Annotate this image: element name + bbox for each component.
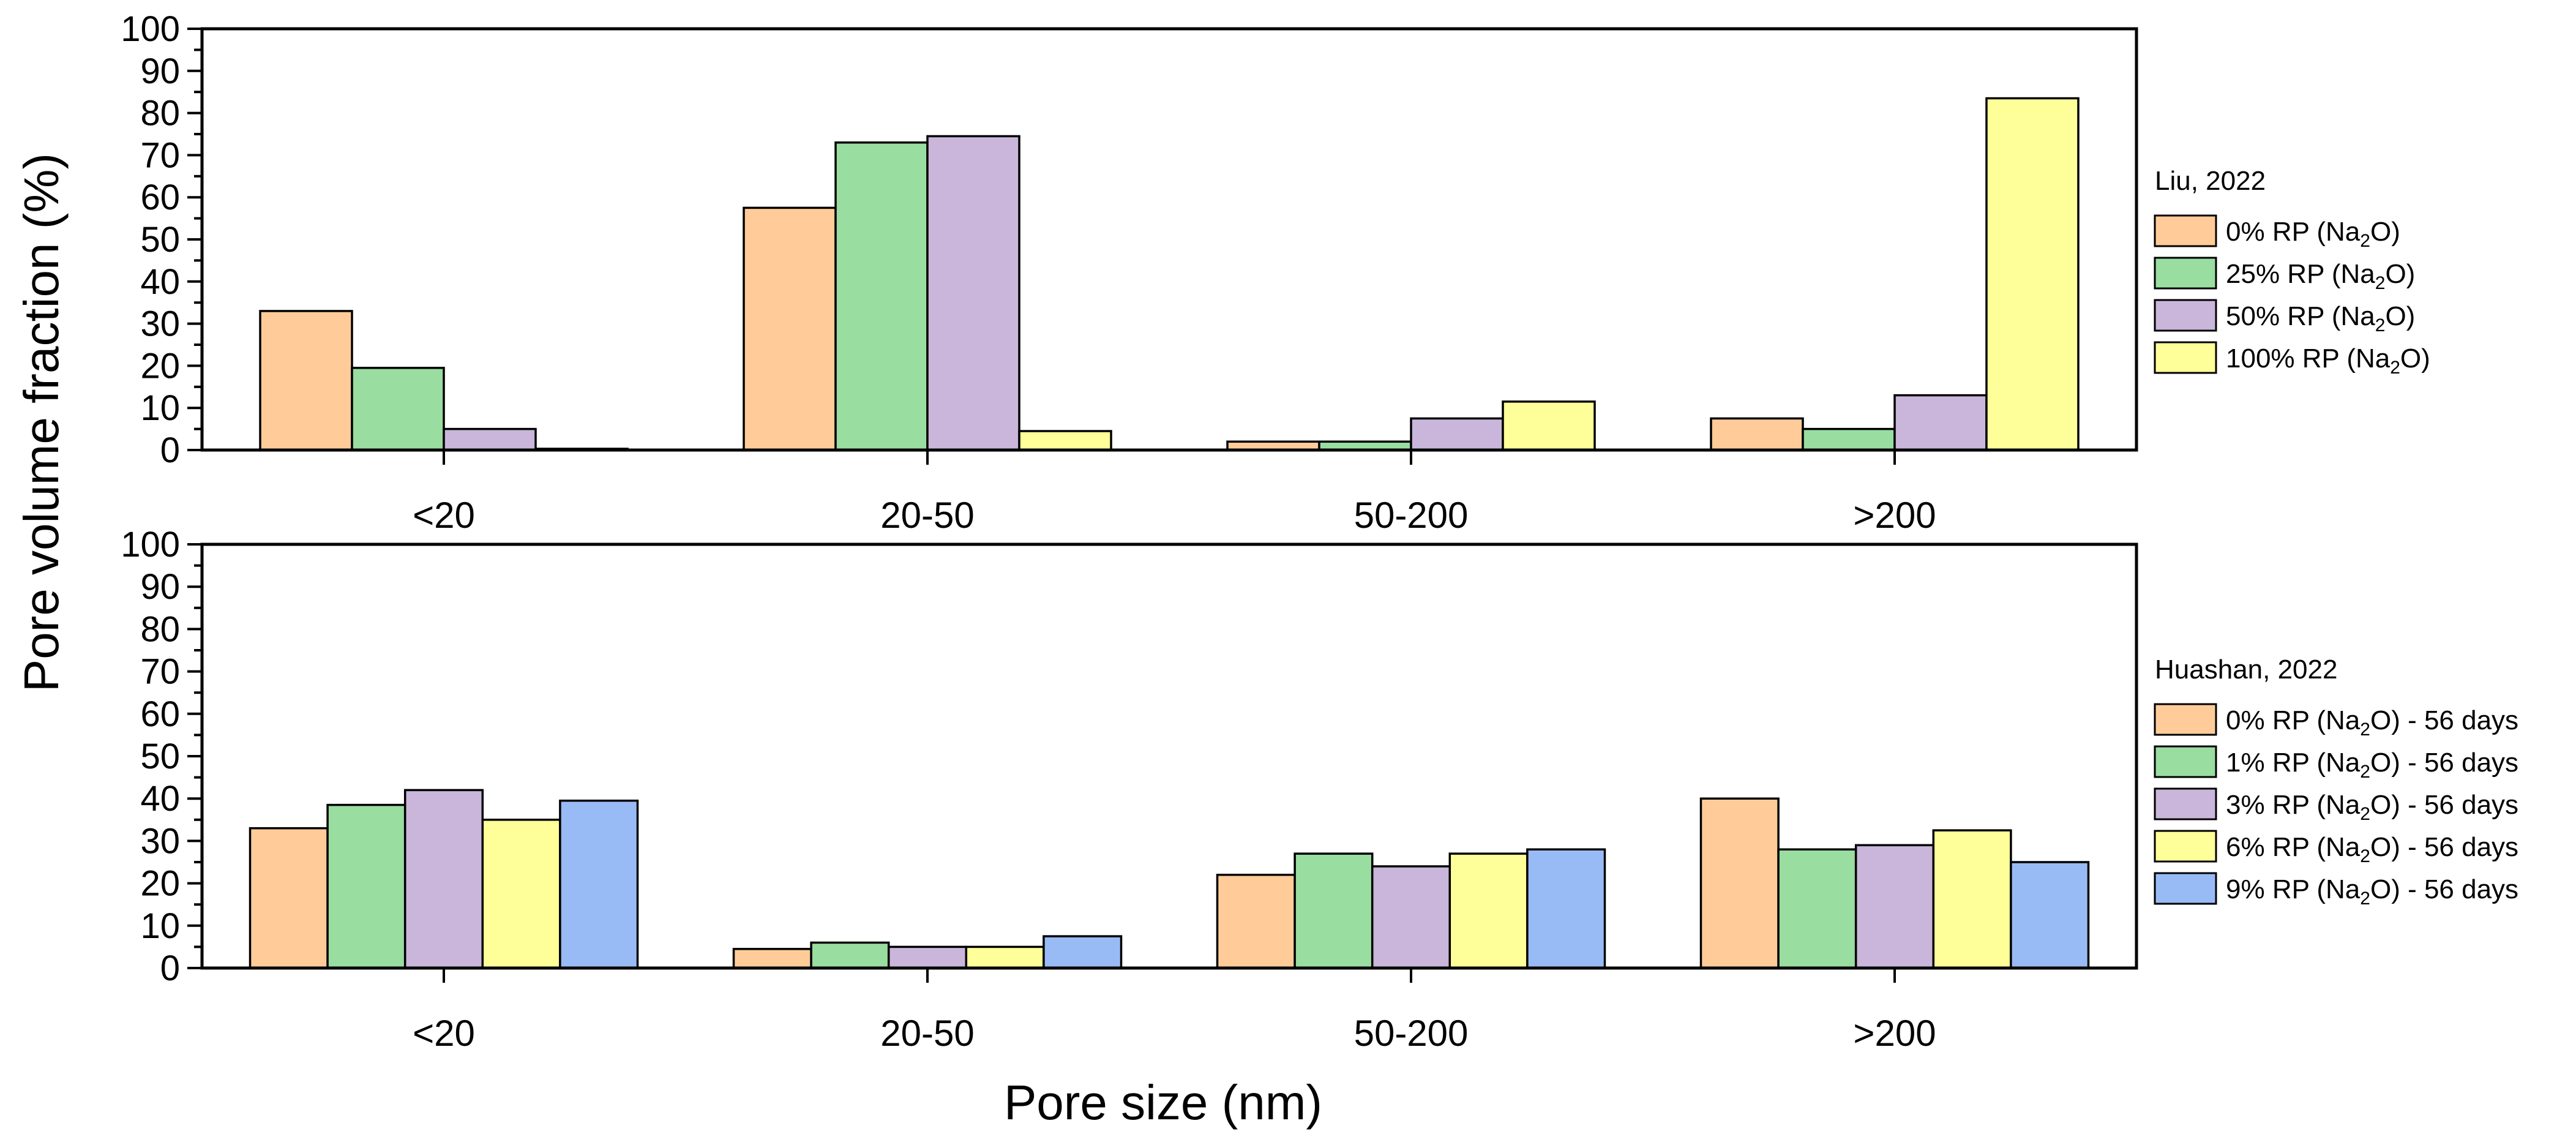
y-axis-title: Pore volume fraction (%): [14, 153, 69, 692]
legend: Liu, 2022 0% RP (Na2O) 25% RP (Na2O) 50% RP…: [2154, 166, 2430, 378]
bar: [1985, 97, 2080, 451]
bar: [887, 945, 968, 969]
y-tick-label: 80: [140, 94, 180, 133]
bar: [1043, 935, 1123, 969]
bar: [1448, 852, 1529, 969]
y-tick-label: 0: [160, 430, 180, 470]
bar: [1710, 417, 1804, 451]
y-tick-label: 90: [140, 567, 180, 607]
y-tick-label: 60: [140, 694, 180, 734]
legend-label: 0% RP (Na2O): [2226, 217, 2400, 251]
bar: [1410, 417, 1504, 451]
legend-label: 0% RP (Na2O) - 56 days: [2226, 705, 2518, 740]
legend-label: 9% RP (Na2O) - 56 days: [2226, 874, 2518, 909]
bar: [810, 941, 890, 969]
bar: [1502, 400, 1596, 451]
y-tick-label: 20: [140, 864, 180, 904]
legend-swatch: [2154, 299, 2217, 332]
legend-swatch: [2154, 830, 2217, 863]
x-category-label: >200: [1853, 495, 1936, 536]
plot-frame: [200, 27, 2138, 452]
y-tick-label: 70: [140, 652, 180, 692]
bar: [743, 206, 837, 451]
bar: [2010, 861, 2090, 969]
bar: [351, 367, 445, 451]
y-tick-label: 90: [140, 51, 180, 91]
y-tick-label: 40: [140, 262, 180, 302]
legend-label: 1% RP (Na2O) - 56 days: [2226, 748, 2518, 782]
legend-label: 6% RP (Na2O) - 56 days: [2226, 832, 2518, 866]
bar: [1893, 394, 1988, 451]
y-tick-label: 50: [140, 220, 180, 260]
bar: [1854, 844, 1935, 969]
legend-swatch: [2154, 257, 2217, 290]
x-category-label: 50-200: [1354, 1013, 1469, 1054]
legend-label: 25% RP (Na2O): [2226, 259, 2415, 293]
x-category-label: <20: [413, 1013, 475, 1054]
legend-swatch: [2154, 214, 2217, 247]
bar: [926, 135, 1020, 451]
y-tick-label: 0: [160, 948, 180, 988]
bar: [259, 310, 353, 451]
y-tick-label: 100: [121, 9, 180, 49]
legend-swatch: [2154, 745, 2217, 778]
legend-label: 100% RP (Na2O): [2226, 344, 2430, 378]
bar: [732, 948, 812, 969]
bar: [1371, 865, 1451, 969]
x-category-label: >200: [1853, 1013, 1936, 1054]
x-category-label: 50-200: [1354, 495, 1469, 536]
legend-swatch: [2154, 872, 2217, 905]
bar: [249, 827, 329, 969]
bar: [1294, 852, 1374, 969]
legend-label: 50% RP (Na2O): [2226, 301, 2415, 336]
bar: [481, 819, 561, 969]
bar: [1932, 829, 2012, 969]
bar: [1802, 427, 1896, 451]
plot-frame: [200, 542, 2138, 970]
bar: [443, 427, 537, 451]
y-tick-label: 80: [140, 609, 180, 649]
y-tick-label: 40: [140, 779, 180, 819]
bar: [1018, 430, 1112, 451]
x-axis-title: Pore size (nm): [1004, 1075, 1322, 1130]
legend-title: Huashan, 2022: [2155, 655, 2337, 685]
bar: [1216, 874, 1296, 969]
bar: [1699, 797, 1780, 969]
y-tick-label: 100: [121, 525, 180, 565]
legend-swatch: [2154, 703, 2217, 736]
bar: [1526, 848, 1606, 969]
legend: Huashan, 2022 0% RP (Na2O) - 56 days 1% RP…: [2154, 655, 2518, 909]
x-category-label: <20: [413, 495, 475, 536]
legend-swatch: [2154, 341, 2217, 374]
bar: [403, 789, 484, 969]
legend-swatch: [2154, 787, 2217, 820]
y-tick-label: 10: [140, 388, 180, 428]
y-tick-label: 70: [140, 135, 180, 175]
legend-title: Liu, 2022: [2155, 166, 2266, 196]
y-tick-label: 30: [140, 304, 180, 344]
bar: [559, 799, 639, 969]
bar: [834, 141, 929, 451]
bar: [1777, 848, 1857, 969]
x-category-label: 20-50: [880, 495, 974, 536]
y-tick-label: 30: [140, 821, 180, 861]
bar: [326, 803, 406, 969]
y-tick-label: 10: [140, 906, 180, 946]
y-tick-label: 20: [140, 346, 180, 386]
legend-label: 3% RP (Na2O) - 56 days: [2226, 790, 2518, 824]
y-tick-label: 60: [140, 178, 180, 217]
bar: [965, 945, 1045, 969]
x-category-label: 20-50: [880, 1013, 974, 1054]
y-tick-label: 50: [140, 737, 180, 776]
